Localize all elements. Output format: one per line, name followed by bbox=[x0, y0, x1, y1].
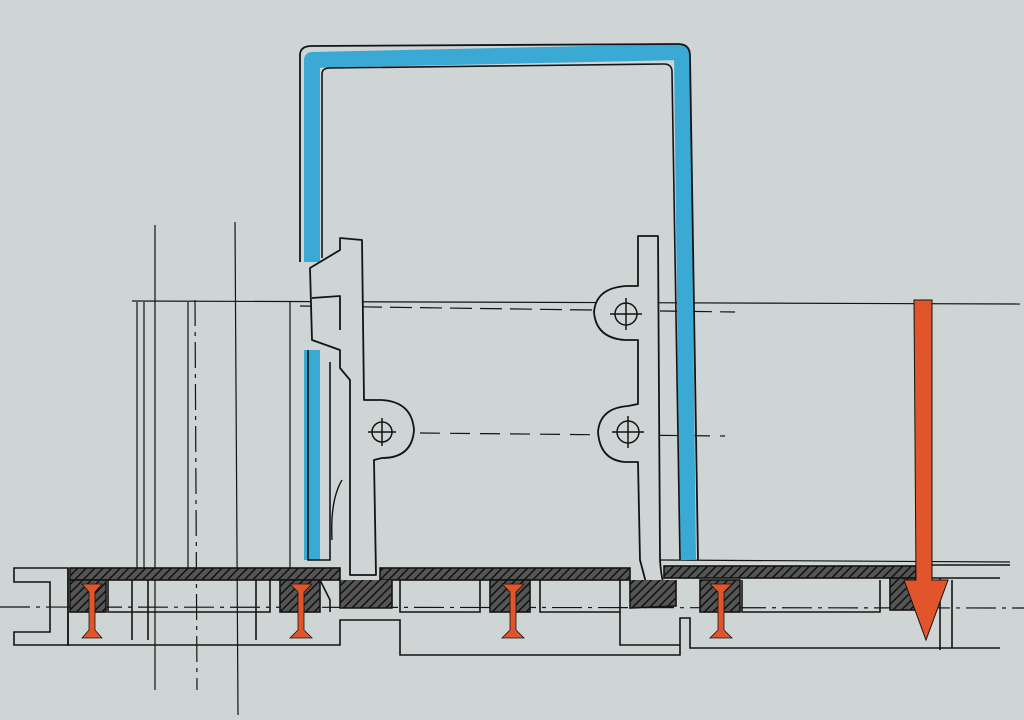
screw-2 bbox=[289, 583, 313, 639]
screw-1 bbox=[81, 583, 103, 639]
down-arrow-icon bbox=[903, 299, 949, 642]
screw-3 bbox=[501, 583, 525, 639]
left-bracket bbox=[309, 237, 415, 576]
screw-4 bbox=[709, 583, 733, 639]
glass-frame bbox=[299, 43, 699, 561]
bolt-hole-upper-right bbox=[610, 298, 642, 330]
bolt-hole-lower-right bbox=[612, 416, 644, 448]
bolt-hole-left bbox=[368, 418, 396, 446]
